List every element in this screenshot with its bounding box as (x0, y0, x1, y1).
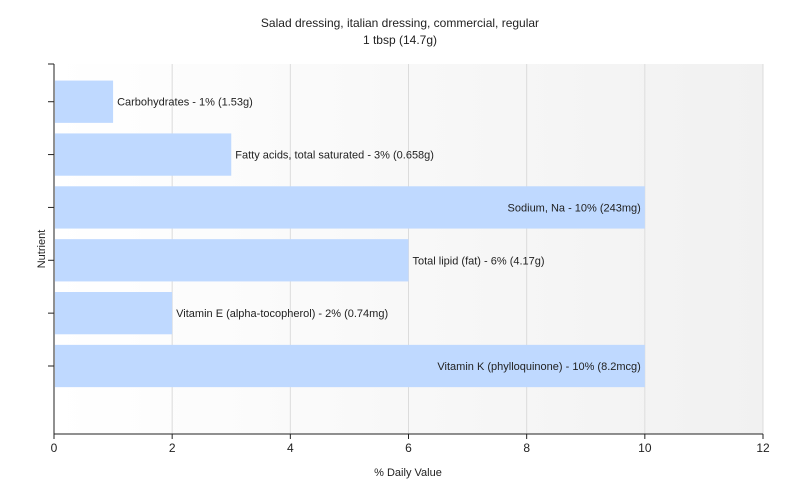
axes (48, 63, 764, 439)
chart-subtitle: 1 tbsp (14.7g) (363, 33, 437, 47)
x-tick-label: 12 (756, 441, 770, 455)
x-axis-title: % Daily Value (374, 467, 442, 479)
x-tick-label: 0 (51, 441, 58, 455)
bar-label: Sodium, Na - 10% (243mg) (508, 202, 641, 214)
bar-label: Fatty acids, total saturated - 3% (0.658… (235, 150, 434, 162)
bar (55, 133, 232, 176)
bar-label: Vitamin K (phylloquinone) - 10% (8.2mcg) (437, 361, 640, 373)
x-tick-label: 10 (638, 441, 652, 455)
bar (55, 292, 173, 335)
x-tick-label: 6 (405, 441, 412, 455)
chart-title: Salad dressing, italian dressing, commer… (261, 16, 539, 30)
bar-label: Total lipid (fat) - 6% (4.17g) (413, 255, 545, 267)
x-tick-label: 8 (523, 441, 530, 455)
bars-group: Carbohydrates - 1% (1.53g) Fatty acids, t… (55, 80, 645, 388)
x-tick-labels: 0 2 4 6 8 10 12 (51, 441, 770, 455)
y-axis-title: Nutrient (36, 230, 48, 269)
bar-label: Vitamin E (alpha-tocopherol) - 2% (0.74m… (176, 308, 388, 320)
bar-label: Carbohydrates - 1% (1.53g) (117, 97, 253, 109)
bar (55, 186, 645, 229)
x-tick-label: 4 (287, 441, 294, 455)
bar (55, 80, 114, 123)
x-tick-label: 2 (169, 441, 176, 455)
bar (55, 239, 409, 282)
bar (55, 344, 645, 388)
